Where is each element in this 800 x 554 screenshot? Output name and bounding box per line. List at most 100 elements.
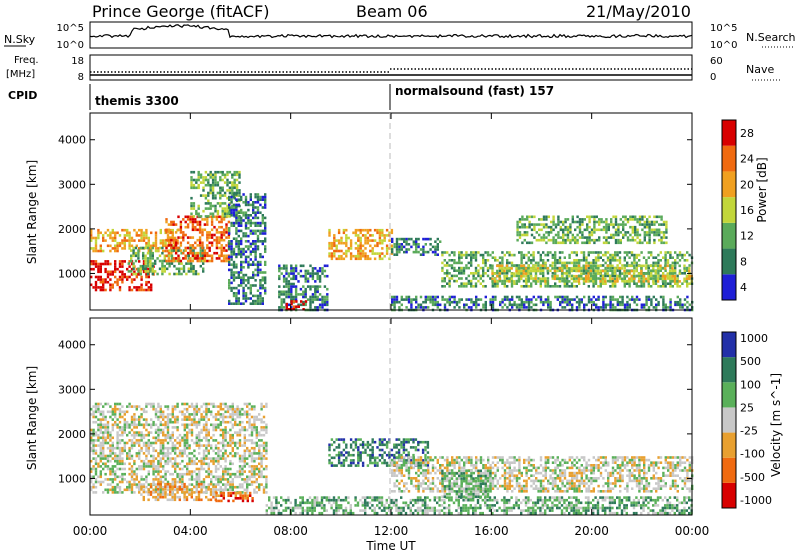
echo-cell-0-8 <box>349 247 353 250</box>
echo-cell-1-0 <box>166 452 170 455</box>
echo-cell-0-13 <box>562 220 565 224</box>
echo-cell-0-11 <box>575 274 578 278</box>
echo-cell-1-0 <box>176 402 179 406</box>
echo-cell-0-0 <box>99 270 102 274</box>
echo-cell-1-0 <box>214 423 218 427</box>
echo-cell-0-6 <box>323 269 327 273</box>
echo-cell-0-2 <box>149 259 152 263</box>
echo-cell-0-12 <box>628 303 631 307</box>
echo-cell-0-11 <box>683 280 686 283</box>
echo-cell-1-0 <box>133 418 136 421</box>
echo-cell-1-0 <box>181 410 184 414</box>
echo-cell-1-0 <box>159 480 162 484</box>
echo-cell-0-3 <box>198 223 202 226</box>
echo-cell-1-0 <box>207 462 210 466</box>
echo-cell-0-10 <box>450 264 454 267</box>
echo-cell-0-2 <box>144 259 147 263</box>
echo-cell-0-9 <box>395 248 399 251</box>
echo-cell-1-0 <box>207 470 210 473</box>
echo-cell-1-0 <box>142 433 146 437</box>
echo-cell-0-13 <box>535 238 538 242</box>
echo-cell-0-6 <box>285 264 288 268</box>
echo-cell-0-3 <box>198 236 202 239</box>
echo-cell-0-9 <box>403 237 406 241</box>
echo-cell-1-0 <box>217 462 220 466</box>
echo-cell-0-10 <box>618 259 622 262</box>
echo-cell-0-0 <box>145 273 148 276</box>
echo-cell-0-13 <box>518 233 522 237</box>
echo-cell-0-11 <box>647 274 650 278</box>
echo-cell-0-12 <box>491 303 495 307</box>
echo-cell-0-5 <box>252 206 255 209</box>
echo-cell-0-6 <box>318 303 322 307</box>
echo-cell-1-0 <box>195 441 198 445</box>
echo-cell-0-11 <box>683 277 686 281</box>
echo-cell-0-8 <box>345 244 348 248</box>
echo-cell-0-11 <box>652 280 655 283</box>
echo-cell-0-10 <box>674 261 677 265</box>
echo-cell-1-0 <box>138 431 141 434</box>
echo-cell-0-12 <box>578 306 581 309</box>
echo-cell-0-6 <box>285 295 288 299</box>
echo-cell-0-10 <box>594 266 598 270</box>
echo-cell-0-8 <box>361 228 365 232</box>
echo-cell-1-0 <box>224 426 227 429</box>
echo-cell-0-3 <box>167 228 171 232</box>
echo-cell-0-12 <box>626 303 629 307</box>
echo-cell-0-13 <box>593 218 596 221</box>
echo-cell-0-3 <box>177 246 180 250</box>
echo-cell-0-13 <box>593 231 596 234</box>
echo-cell-0-2 <box>144 262 147 265</box>
echo-cell-1-0 <box>207 431 210 434</box>
echo-cell-0-10 <box>544 282 547 285</box>
nsky-tick-bottom: 10^0 <box>57 40 84 51</box>
echo-cell-0-13 <box>562 233 565 237</box>
echo-cell-0-10 <box>597 253 600 257</box>
echo-cell-0-11 <box>613 272 617 275</box>
echo-cell-0-0 <box>130 273 134 276</box>
echo-cell-0-10 <box>597 277 600 280</box>
echo-cell-0-3 <box>196 259 199 263</box>
echo-cell-1-0 <box>222 431 225 434</box>
echo-cell-1-0 <box>219 415 222 419</box>
echo-cell-0-4 <box>190 181 193 184</box>
echo-cell-0-4 <box>214 194 217 197</box>
echo-cell-0-11 <box>632 269 636 273</box>
echo-cell-0-13 <box>557 220 560 224</box>
echo-cell-0-11 <box>560 269 564 273</box>
echo-cell-0-12 <box>638 298 641 301</box>
echo-cell-0-10 <box>590 251 593 254</box>
echo-cell-0-5 <box>256 216 260 220</box>
echo-cell-0-3 <box>203 223 207 226</box>
echo-cell-0-13 <box>564 228 567 232</box>
echo-cell-0-12 <box>539 300 543 304</box>
echo-cell-1-0 <box>121 431 124 434</box>
echo-cell-1-0 <box>102 454 105 458</box>
echo-cell-1-0 <box>229 441 232 445</box>
echo-cell-0-3 <box>225 228 228 232</box>
echo-cell-0-6 <box>306 298 310 301</box>
echo-cell-0-1 <box>162 244 165 248</box>
echo-cell-1-0 <box>166 405 170 408</box>
echo-cell-0-4 <box>226 204 229 208</box>
echo-cell-0-2 <box>161 264 164 268</box>
echo-cell-0-2 <box>163 264 166 268</box>
echo-cell-0-8 <box>383 239 386 242</box>
echo-cell-0-10 <box>647 251 650 254</box>
echo-cell-1-0 <box>157 459 160 463</box>
echo-cell-0-13 <box>605 223 608 226</box>
echo-cell-0-13 <box>595 228 598 232</box>
echo-cell-0-12 <box>688 303 691 307</box>
echo-cell-0-13 <box>655 228 658 232</box>
echo-cell-0-13 <box>530 228 534 232</box>
echo-cell-1-0 <box>186 418 189 421</box>
echo-cell-0-9 <box>395 253 399 256</box>
echo-cell-1-0 <box>92 420 95 424</box>
echo-cell-1-0 <box>133 470 136 473</box>
echo-cell-0-3 <box>196 220 199 224</box>
echo-cell-1-0 <box>94 472 98 476</box>
echo-cell-0-11 <box>618 274 621 278</box>
echo-cell-1-0 <box>229 436 232 440</box>
echo-cell-0-4 <box>238 170 241 174</box>
echo-cell-1-0 <box>145 418 148 421</box>
